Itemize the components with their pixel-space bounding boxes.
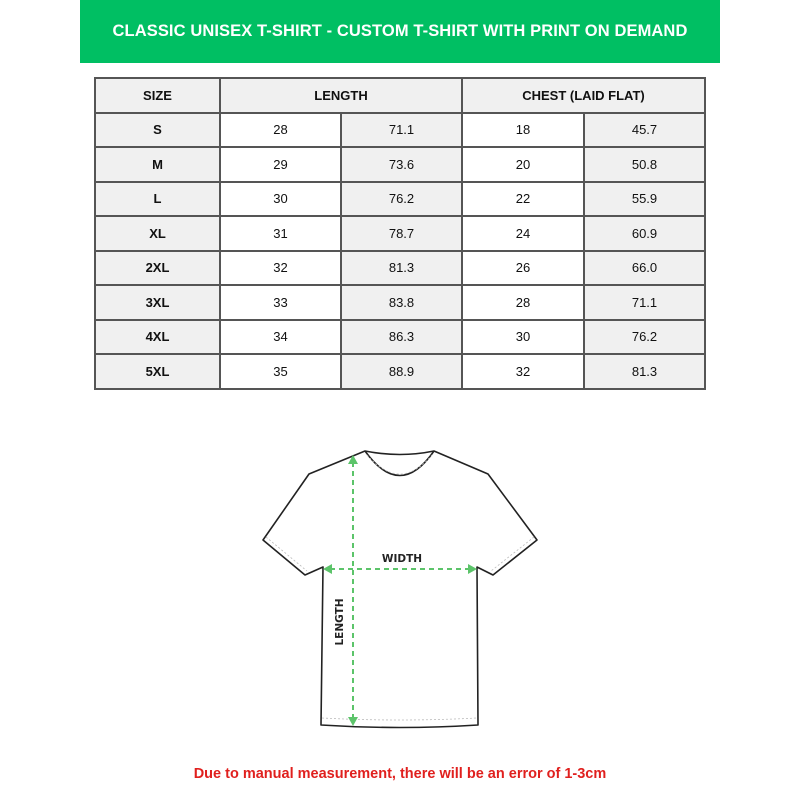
arrow-right-icon <box>468 564 477 574</box>
arrow-heads <box>323 455 477 726</box>
table-header-row: SIZE LENGTH CHEST (LAID FLAT) <box>94 77 706 114</box>
header-size: SIZE <box>94 77 221 114</box>
cell-length-cm: 78.7 <box>340 215 463 252</box>
cell-chest-in: 32 <box>461 353 585 390</box>
width-label: WIDTH <box>382 553 422 565</box>
page-title: CLASSIC UNISEX T-SHIRT - CUSTOM T-SHIRT … <box>112 22 688 40</box>
cell-size: 2XL <box>94 249 221 286</box>
cell-size: 4XL <box>94 318 221 355</box>
cell-size: 5XL <box>94 353 221 390</box>
cell-chest-cm: 50.8 <box>583 146 706 183</box>
cell-chest-cm: 71.1 <box>583 284 706 321</box>
cell-chest-in: 20 <box>461 146 585 183</box>
cell-chest-in: 24 <box>461 215 585 252</box>
cell-length-in: 35 <box>219 353 342 390</box>
cell-size: XL <box>94 215 221 252</box>
table-row: XL 31 78.7 24 60.9 <box>94 215 706 252</box>
cell-size: 3XL <box>94 284 221 321</box>
cell-chest-in: 30 <box>461 318 585 355</box>
cell-length-in: 29 <box>219 146 342 183</box>
cell-length-in: 32 <box>219 249 342 286</box>
cell-length-cm: 86.3 <box>340 318 463 355</box>
header-length: LENGTH <box>219 77 463 114</box>
cell-chest-in: 28 <box>461 284 585 321</box>
cell-length-in: 28 <box>219 111 342 148</box>
table-row: S 28 71.1 18 45.7 <box>94 111 706 148</box>
measurement-note: Due to manual measurement, there will be… <box>193 766 607 782</box>
length-label: LENGTH <box>334 598 346 645</box>
arrow-up-icon <box>348 455 358 464</box>
cell-length-in: 34 <box>219 318 342 355</box>
cell-length-cm: 88.9 <box>340 353 463 390</box>
table-row: 3XL 33 83.8 28 71.1 <box>94 284 706 321</box>
table-row: 5XL 35 88.9 32 81.3 <box>94 353 706 390</box>
cell-size: S <box>94 111 221 148</box>
cell-chest-cm: 60.9 <box>583 215 706 252</box>
cell-size: L <box>94 180 221 217</box>
tshirt-outline <box>262 450 538 729</box>
table-row: 2XL 32 81.3 26 66.0 <box>94 249 706 286</box>
header-chest: CHEST (LAID FLAT) <box>461 77 706 114</box>
table-row: L 30 76.2 22 55.9 <box>94 180 706 217</box>
cell-chest-in: 18 <box>461 111 585 148</box>
cell-chest-cm: 81.3 <box>583 353 706 390</box>
cell-length-cm: 71.1 <box>340 111 463 148</box>
cell-length-cm: 83.8 <box>340 284 463 321</box>
cell-length-in: 30 <box>219 180 342 217</box>
cell-chest-cm: 45.7 <box>583 111 706 148</box>
cell-chest-in: 22 <box>461 180 585 217</box>
cell-chest-cm: 76.2 <box>583 318 706 355</box>
cell-length-in: 33 <box>219 284 342 321</box>
cell-chest-in: 26 <box>461 249 585 286</box>
tshirt-collar <box>364 450 435 477</box>
cell-length-in: 31 <box>219 215 342 252</box>
cell-length-cm: 76.2 <box>340 180 463 217</box>
cell-chest-cm: 55.9 <box>583 180 706 217</box>
table-row: 4XL 34 86.3 30 76.2 <box>94 318 706 355</box>
cell-size: M <box>94 146 221 183</box>
table-row: M 29 73.6 20 50.8 <box>94 146 706 183</box>
cell-length-cm: 81.3 <box>340 249 463 286</box>
cell-length-cm: 73.6 <box>340 146 463 183</box>
size-chart-table: SIZE LENGTH CHEST (LAID FLAT) S 28 71.1 18 4… <box>94 77 706 390</box>
title-banner: CLASSIC UNISEX T-SHIRT - CUSTOM T-SHIRT … <box>80 0 720 63</box>
arrow-down-icon <box>348 717 358 726</box>
cell-chest-cm: 66.0 <box>583 249 706 286</box>
arrow-left-icon <box>323 564 332 574</box>
